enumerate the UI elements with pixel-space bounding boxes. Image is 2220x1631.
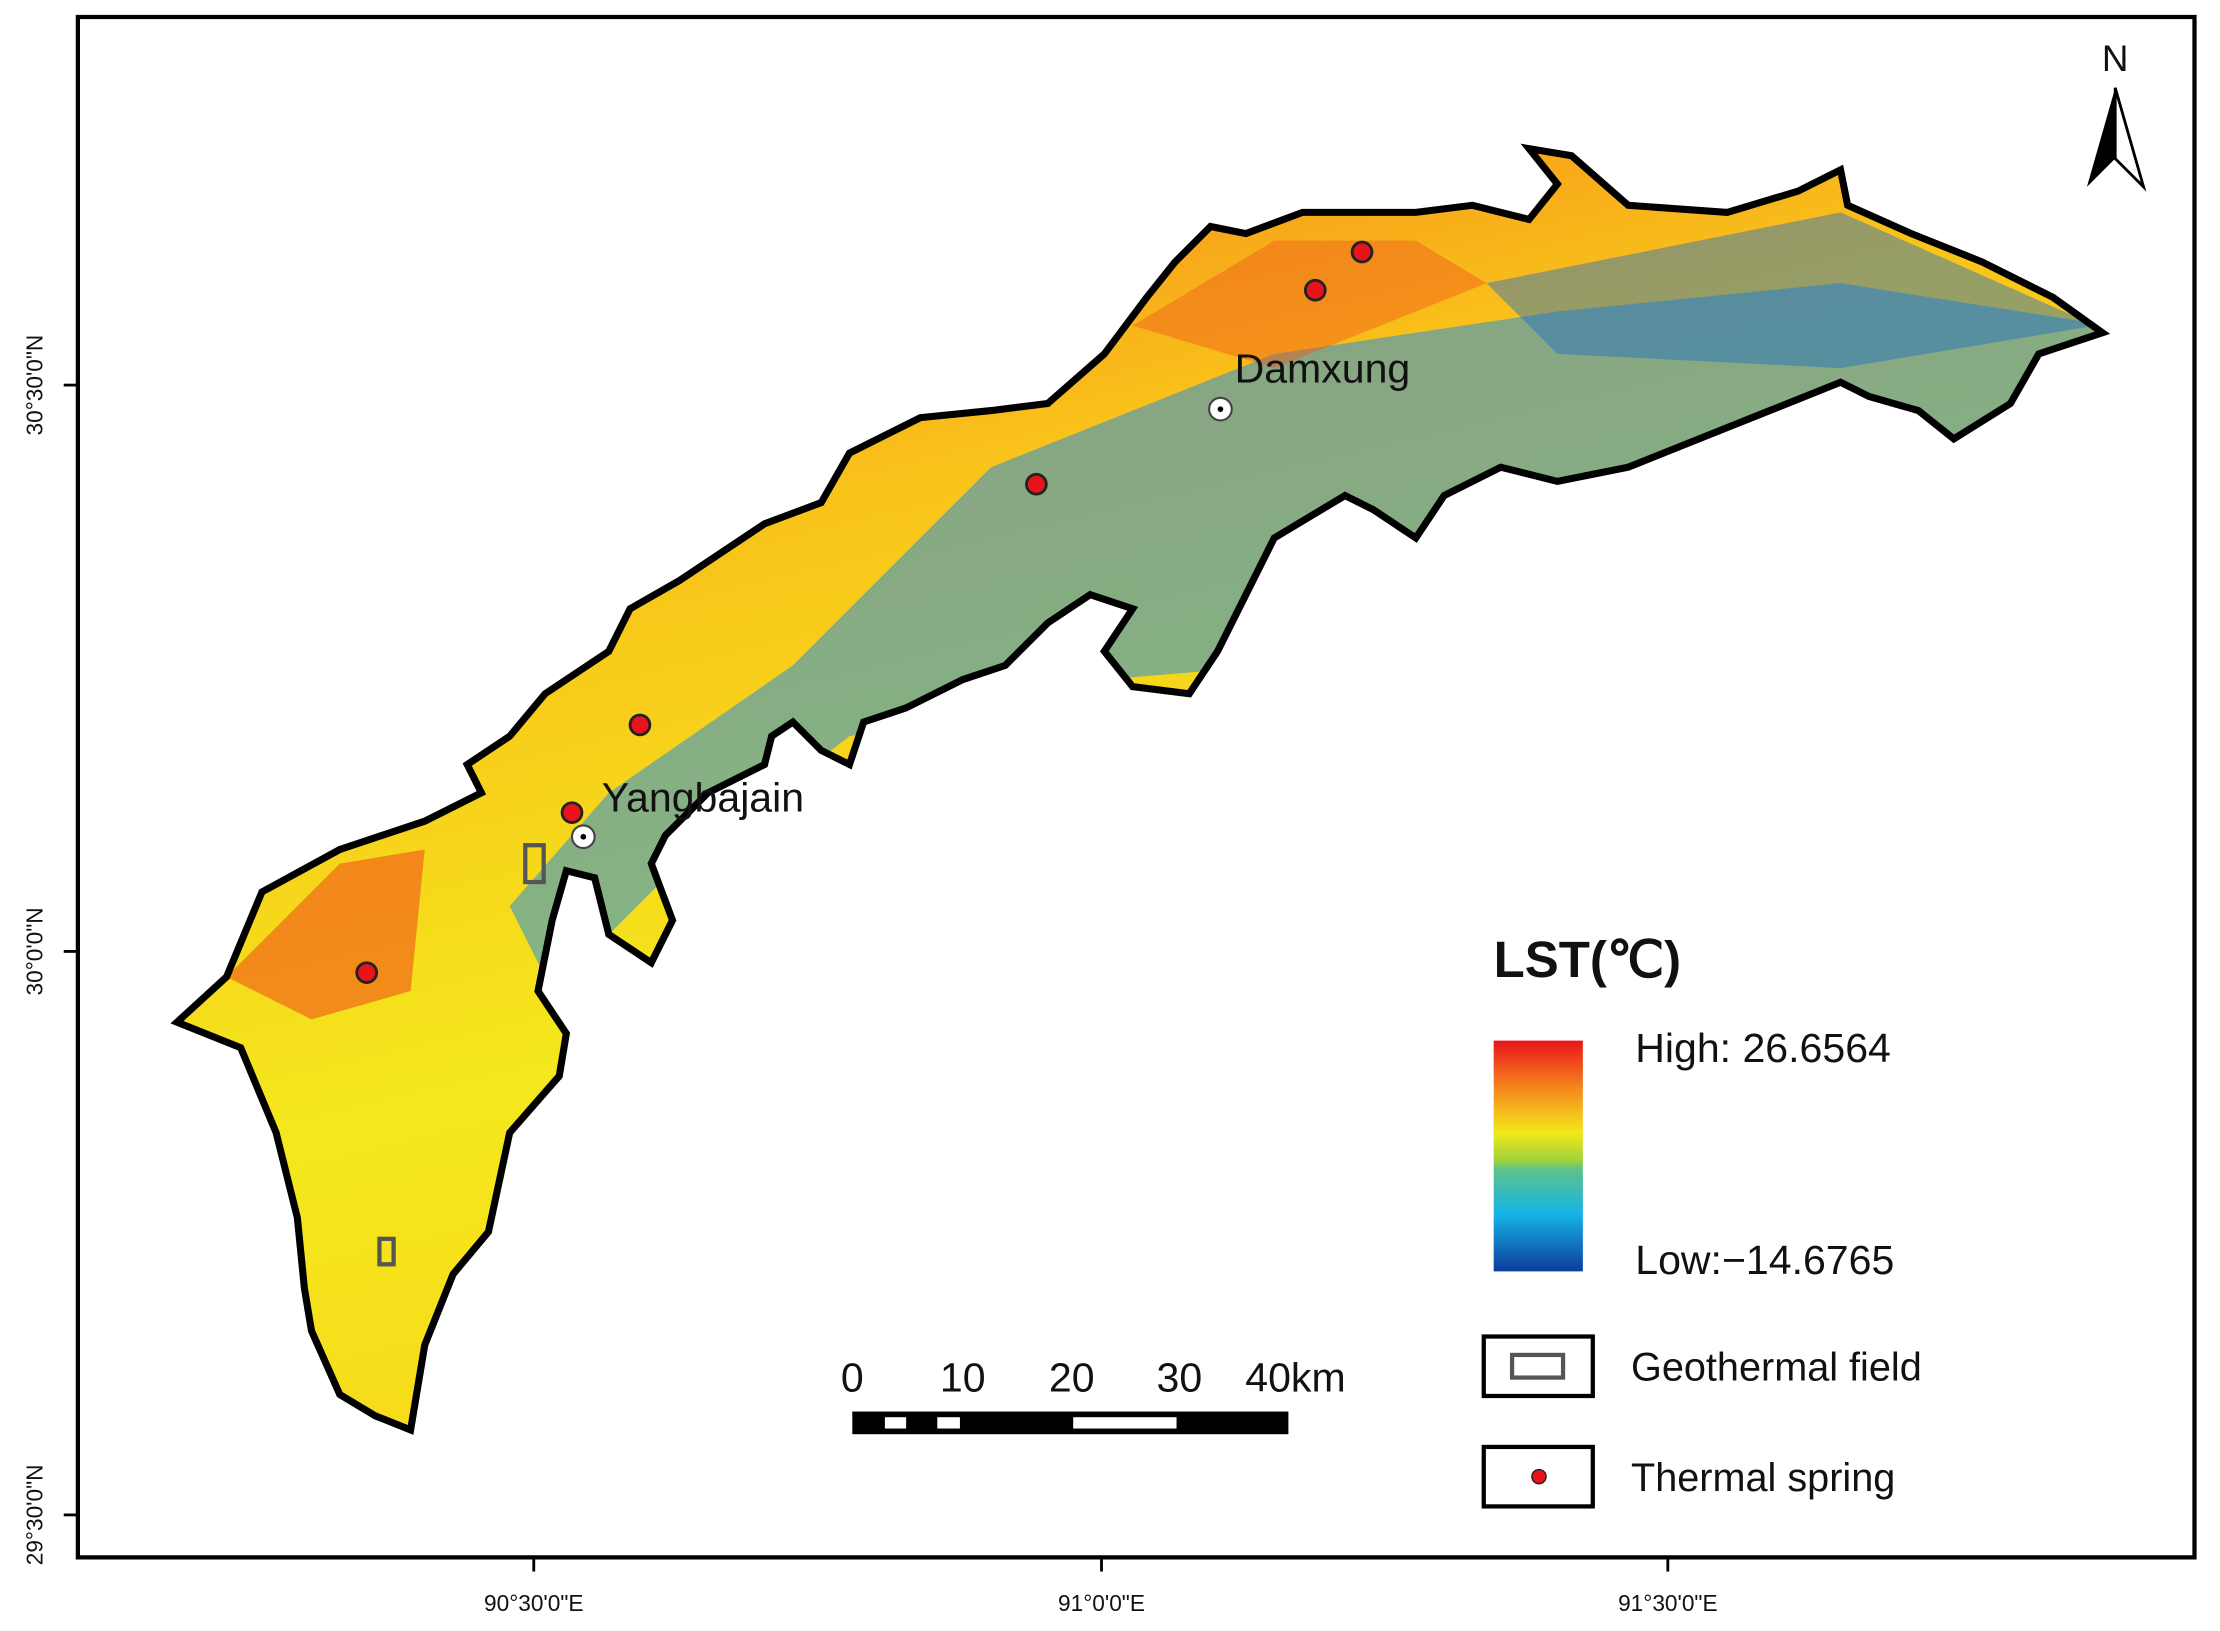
cold-area <box>1486 212 2096 369</box>
scale-label: 30 <box>1157 1355 1203 1401</box>
x-tick-label: 90°30'0"E <box>484 1590 583 1616</box>
place-label: Yangbajain <box>602 774 804 820</box>
legend-box <box>1481 1334 1595 1399</box>
north-arrow <box>2086 87 2116 187</box>
y-tick-label: 30°30'0"N <box>21 335 47 436</box>
thermal-springs <box>355 240 1374 984</box>
scale-label: 0 <box>841 1355 864 1401</box>
legend-box <box>1481 1444 1595 1509</box>
scale-bar-segment <box>1073 1417 1177 1429</box>
geothermal-field <box>523 843 546 885</box>
x-tick-label: 91°30'0"E <box>1618 1590 1717 1616</box>
x-tick-label: 91°0'0"E <box>1058 1590 1145 1616</box>
scale-label: 20 <box>1049 1355 1095 1401</box>
scale-label: 10 <box>940 1355 986 1401</box>
y-tick-label: 29°30'0"N <box>21 1465 47 1566</box>
map-frame <box>75 14 2197 1560</box>
scale-label: 40km <box>1245 1355 1345 1401</box>
legend-field-symbol <box>1509 1352 1566 1380</box>
north-arrow <box>2113 87 2147 192</box>
warm-area <box>1132 240 1487 369</box>
thermal-spring <box>628 713 652 737</box>
place-label: Damxung <box>1235 345 1411 391</box>
y-tick-label: 30°0'0"N <box>21 907 47 995</box>
legend-title: LST(℃) <box>1494 931 1681 988</box>
graticule-ticks: 90°30'0"E 91°0'0"E 91°30'0"E 30°30'0"N 30°0'… <box>21 335 1717 1616</box>
legend-item: Geothermal field <box>1631 1345 1922 1389</box>
town-marker-dot <box>1217 406 1224 412</box>
legend-spring-symbol <box>1531 1468 1547 1485</box>
town-marker-dot <box>580 833 587 840</box>
scale-bar-segment <box>937 1417 960 1429</box>
thermal-spring <box>1303 278 1327 302</box>
thermal-spring <box>355 961 379 984</box>
geothermal-field <box>377 1236 396 1267</box>
thermal-spring <box>560 801 584 824</box>
scale-bar-segment <box>884 1417 907 1429</box>
north-label: N <box>2102 38 2129 79</box>
scale-bar: 0 10 20 30 40km <box>841 1355 1346 1435</box>
legend-high: High: 26.6564 <box>1635 1025 1891 1071</box>
thermal-spring <box>1025 472 1048 496</box>
legend-item: Thermal spring <box>1631 1456 1895 1500</box>
scale-bar-body <box>852 1411 1289 1435</box>
thermal-spring <box>1350 240 1374 264</box>
color-bar <box>1493 1040 1583 1272</box>
legend-low: Low:−14.6765 <box>1635 1237 1894 1283</box>
